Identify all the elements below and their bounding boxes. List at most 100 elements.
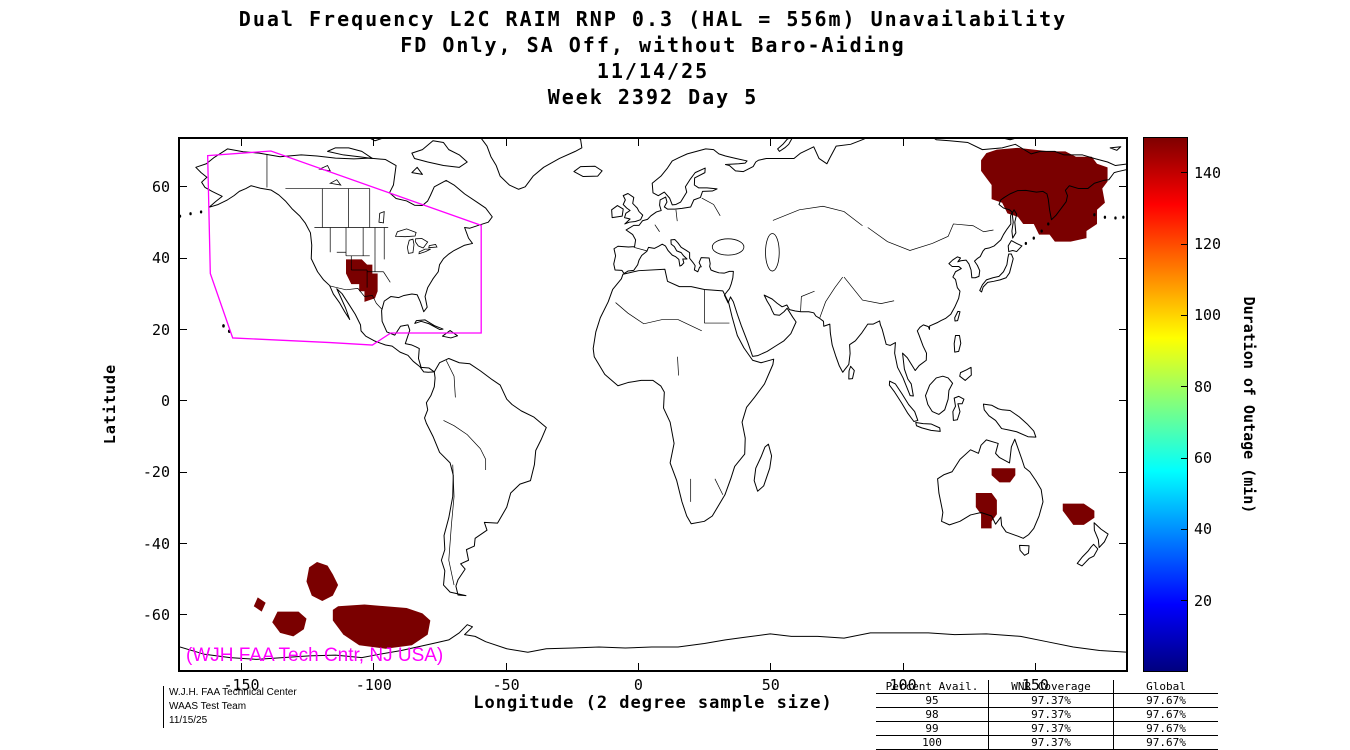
coastline-north-america — [196, 149, 492, 372]
availability-cell: 100 — [876, 735, 989, 750]
availability-table-head: Percent Avail. WNR Coverage Global — [876, 680, 1218, 694]
aleutian-island-dot — [1103, 215, 1107, 219]
x-tick-mark — [1034, 139, 1036, 146]
aleutian-island-dot — [1093, 213, 1096, 217]
colorbar-tick-label: 40 — [1194, 520, 1213, 539]
outage-region-north-of-new-zealand — [1062, 503, 1095, 525]
x-tick-mark — [770, 139, 772, 146]
colorbar-tick-mark — [1181, 457, 1187, 459]
y-tick-label: -40 — [142, 534, 170, 553]
outage-region-south-pacific-mid — [272, 611, 307, 637]
x-tick-label: 150 — [1021, 676, 1049, 694]
availability-cell: 97.67% — [1113, 707, 1218, 722]
y-tick-label: 60 — [151, 177, 170, 196]
x-tick-mark — [770, 663, 772, 670]
colorbar-tick-label: 80 — [1194, 377, 1213, 396]
y-tick-mark — [180, 186, 187, 188]
availability-row: 99 97.37% 97.67% — [876, 721, 1218, 736]
plot-area: (WJH FAA Tech Cntr, NJ USA) — [178, 137, 1128, 672]
y-tick-mark — [1119, 614, 1126, 616]
y-tick-label: -20 — [142, 463, 170, 482]
borders-africa — [616, 289, 730, 502]
footer-line: 11/15/25 — [169, 715, 208, 726]
x-tick-label: 100 — [889, 676, 917, 694]
colorbar-tick-mark — [1181, 528, 1187, 530]
world-map — [180, 139, 1126, 670]
y-tick-mark — [180, 257, 187, 259]
colorbar-tick-label: 120 — [1194, 235, 1222, 253]
y-tick-mark — [1119, 186, 1126, 188]
kuril-island-dot — [1032, 236, 1035, 240]
availability-cell: 97.67% — [1113, 693, 1218, 708]
colorbar-tick-mark — [1181, 172, 1187, 174]
x-tick-mark — [902, 139, 904, 146]
availability-cell: 95 — [876, 693, 989, 708]
availability-cell: 97.67% — [1113, 735, 1218, 750]
borders-north-america — [267, 155, 390, 309]
outage-region-australia-south — [975, 493, 997, 529]
aleutian-island-dot — [1122, 215, 1125, 219]
availability-cell: 97.67% — [1113, 721, 1218, 736]
borders-south-america — [444, 360, 486, 585]
aleutian-island-dot — [1114, 216, 1117, 220]
colorbar-tick-mark — [1181, 386, 1187, 388]
kuril-island-dot — [1047, 222, 1050, 226]
availability-row: 95 97.37% 97.67% — [876, 693, 1218, 708]
colorbar-tick-mark — [1181, 600, 1187, 602]
availability-cell: 98 — [876, 707, 989, 722]
x-tick-mark — [637, 139, 639, 146]
coastline-south-america — [425, 358, 547, 595]
outage-region-sea-of-okhotsk-northeast-russia — [981, 147, 1108, 242]
availability-cell: 97.37% — [988, 735, 1114, 750]
availability-header-cell: Percent Avail. — [876, 680, 989, 694]
title-line-2: FD Only, SA Off, without Baro-Aiding — [400, 33, 906, 57]
caspian-sea — [766, 234, 780, 272]
outage-region-south-pacific-small — [253, 597, 266, 612]
x-tick-mark — [373, 663, 375, 670]
y-tick-mark — [1119, 543, 1126, 545]
colorbar-gradient — [1144, 138, 1187, 671]
availability-header-row: Percent Avail. WNR Coverage Global — [876, 680, 1218, 694]
outage-region-australia-north — [991, 468, 1016, 483]
y-tick-label: -60 — [142, 605, 170, 624]
colorbar-tick-label: 60 — [1194, 449, 1213, 467]
y-tick-mark — [180, 471, 187, 473]
coastline-australia — [938, 439, 1043, 538]
aleutian-island-dot — [189, 212, 192, 216]
hawaii-island-dot — [222, 324, 225, 328]
x-tick-label: -150 — [223, 676, 260, 694]
colorbar-label: Duration of Outage (min) — [1240, 296, 1258, 514]
colorbar-tick-mark — [1181, 243, 1187, 245]
coastline-islands — [328, 139, 1121, 566]
aleutian-island-dot — [180, 214, 182, 218]
black-sea — [712, 239, 744, 255]
island-dots-layer — [180, 210, 1125, 333]
aleutian-island-dot — [199, 210, 203, 214]
y-tick-mark — [180, 543, 187, 545]
outage-region-southwest-us — [346, 259, 378, 302]
y-tick-label: 40 — [151, 249, 170, 268]
availability-cell: 99 — [876, 721, 989, 736]
y-tick-mark — [1119, 329, 1126, 331]
kuril-island-dot — [1040, 229, 1043, 233]
availability-row: 100 97.37% 97.67% — [876, 735, 1218, 750]
y-tick-label: 20 — [151, 320, 170, 339]
availability-cell: 97.37% — [988, 693, 1114, 708]
x-tick-label: -50 — [492, 676, 520, 694]
title-line-3: 11/14/25 — [596, 59, 710, 83]
y-tick-mark — [180, 400, 187, 402]
kuril-island-dot — [1024, 241, 1028, 246]
waas-coverage-boundary — [208, 151, 482, 345]
x-tick-label: 50 — [761, 676, 780, 694]
x-tick-mark — [241, 663, 242, 670]
y-tick-mark — [1119, 471, 1126, 473]
lakes-layer — [320, 166, 780, 271]
x-tick-label: 0 — [633, 676, 643, 694]
coverage-boundary-layer — [208, 151, 482, 345]
y-tick-mark — [180, 329, 187, 331]
y-tick-mark — [1119, 400, 1126, 402]
availability-cell: 97.37% — [988, 707, 1114, 722]
x-tick-mark — [373, 139, 375, 146]
availability-row: 98 97.37% 97.67% — [876, 707, 1218, 722]
